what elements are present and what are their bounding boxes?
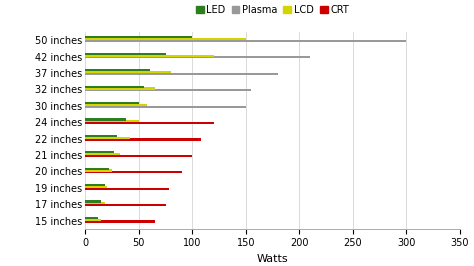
Bar — [85, 73, 278, 75]
Bar — [85, 135, 118, 137]
Bar — [85, 169, 112, 172]
Bar — [85, 168, 109, 170]
Bar — [85, 118, 126, 120]
Bar — [85, 104, 147, 106]
Bar — [85, 56, 310, 59]
Bar — [85, 186, 107, 188]
X-axis label: Watts: Watts — [257, 254, 288, 264]
Legend: LED, Plasma, LCD, CRT: LED, Plasma, LCD, CRT — [192, 1, 353, 19]
Bar — [85, 38, 246, 40]
Bar — [85, 122, 214, 124]
Bar — [85, 184, 105, 186]
Bar — [85, 153, 119, 155]
Bar — [85, 136, 130, 139]
Bar — [85, 188, 169, 190]
Bar — [85, 202, 105, 204]
Bar — [85, 221, 155, 223]
Bar — [85, 87, 155, 89]
Bar — [85, 219, 101, 221]
Bar — [85, 106, 246, 108]
Bar — [85, 217, 98, 219]
Bar — [85, 204, 165, 206]
Bar — [85, 138, 201, 140]
Bar — [85, 171, 182, 173]
Bar — [85, 155, 192, 157]
Bar — [85, 40, 406, 42]
Bar — [85, 86, 144, 88]
Bar — [85, 69, 149, 71]
Bar — [85, 102, 139, 104]
Bar — [85, 53, 165, 55]
Bar — [85, 55, 214, 57]
Bar — [85, 89, 251, 91]
Bar — [85, 151, 114, 153]
Bar — [85, 36, 192, 39]
Bar — [85, 71, 171, 73]
Bar — [85, 120, 139, 122]
Bar — [85, 200, 101, 202]
